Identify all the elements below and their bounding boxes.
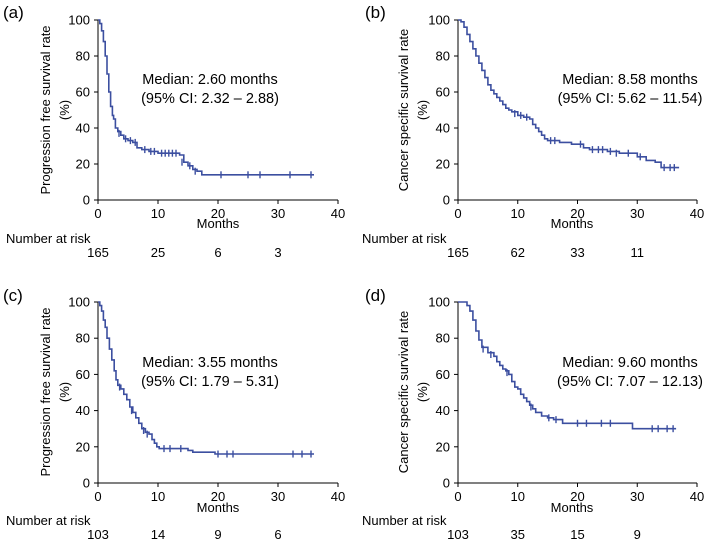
- y-axis-unit: (%): [57, 382, 72, 402]
- y-tick-label: 80: [436, 331, 450, 346]
- y-axis-unit: (%): [415, 100, 430, 120]
- x-axis-label: Months: [197, 216, 240, 231]
- y-tick-label: 0: [443, 193, 450, 208]
- y-tick-label: 40: [76, 403, 90, 418]
- x-axis-label: Months: [197, 500, 240, 515]
- y-tick-label: 100: [428, 295, 450, 310]
- x-tick-label: 30: [630, 489, 644, 504]
- median-annotation: Median: 9.60 months: [562, 355, 697, 371]
- ci-annotation: (95% CI: 5.62 – 11.54): [558, 91, 703, 107]
- y-tick-label: 80: [436, 49, 450, 64]
- risk-table-title: Number at risk: [362, 513, 447, 528]
- x-tick-label: 20: [570, 206, 584, 221]
- x-tick-label: 10: [511, 206, 525, 221]
- risk-count: 9: [634, 527, 641, 542]
- y-tick-label: 80: [76, 331, 90, 346]
- risk-table-title: Number at risk: [362, 231, 447, 246]
- risk-count: 11: [631, 245, 645, 260]
- risk-count: 6: [214, 245, 221, 260]
- x-tick-label: 30: [630, 206, 644, 221]
- panel-d: (d) 0 20 40 60 80 100 0 10 20 30 40 Months Cancer spe…: [362, 286, 704, 542]
- survival-curve: [458, 301, 677, 430]
- median-annotation: Median: 3.55 months: [142, 355, 277, 371]
- x-tick-label: 20: [211, 206, 225, 221]
- ci-annotation: (95% CI: 7.07 – 12.13): [557, 374, 703, 390]
- y-axis-label: Progression free survival rate: [38, 25, 53, 194]
- y-tick-label: 20: [436, 157, 450, 172]
- x-tick-label: 40: [331, 206, 345, 221]
- x-tick-label: 0: [94, 489, 101, 504]
- panel-label: (b): [365, 3, 386, 22]
- y-tick-label: 40: [436, 403, 450, 418]
- risk-count: 33: [570, 245, 584, 260]
- y-tick-label: 0: [443, 476, 450, 491]
- y-tick-label: 60: [436, 85, 450, 100]
- x-axis-label: Months: [551, 216, 594, 231]
- risk-count: 165: [87, 245, 109, 260]
- panel-label: (c): [3, 286, 23, 305]
- x-tick-label: 20: [211, 489, 225, 504]
- median-annotation: Median: 2.60 months: [142, 72, 277, 88]
- risk-table-title: Number at risk: [6, 513, 91, 528]
- x-tick-label: 10: [151, 489, 165, 504]
- y-axis-label: Cancer specific survival rate: [396, 311, 411, 474]
- x-tick-label: 30: [271, 489, 285, 504]
- panel-b: (b) 0 20 40 60 80 100 0 10 20 30 40 Months Cancer spe…: [362, 3, 704, 260]
- x-tick-label: 20: [570, 489, 584, 504]
- y-tick-label: 100: [68, 13, 90, 28]
- y-axis-unit: (%): [57, 100, 72, 120]
- y-tick-label: 60: [436, 367, 450, 382]
- risk-count: 14: [151, 527, 165, 542]
- risk-count: 35: [511, 527, 525, 542]
- y-tick-label: 100: [428, 13, 450, 28]
- x-tick-label: 40: [690, 206, 704, 221]
- y-tick-label: 40: [436, 121, 450, 136]
- risk-count: 15: [570, 527, 584, 542]
- median-annotation: Median: 8.58 months: [562, 72, 697, 88]
- y-axis-label: Progression free survival rate: [38, 307, 53, 476]
- x-tick-label: 10: [151, 206, 165, 221]
- survival-curve: [98, 301, 314, 455]
- x-tick-label: 10: [511, 489, 525, 504]
- y-axis-label: Cancer specific survival rate: [396, 29, 411, 192]
- risk-count: 3: [274, 245, 281, 260]
- y-tick-label: 20: [76, 439, 90, 454]
- ci-annotation: (95% CI: 1.79 – 5.31): [141, 374, 279, 390]
- risk-count: 6: [274, 527, 281, 542]
- x-tick-label: 0: [94, 206, 101, 221]
- risk-table-title: Number at risk: [6, 231, 91, 246]
- x-tick-label: 40: [331, 489, 345, 504]
- y-tick-label: 20: [436, 439, 450, 454]
- risk-count: 165: [447, 245, 469, 260]
- risk-count: 103: [447, 527, 469, 542]
- y-tick-label: 0: [83, 193, 90, 208]
- y-axis-unit: (%): [415, 382, 430, 402]
- y-tick-label: 40: [76, 121, 90, 136]
- x-tick-label: 40: [690, 489, 704, 504]
- panel-a: (a) 0 20 40 60 80 100 0 10 20 30 40 Months Progressio…: [3, 3, 345, 260]
- y-tick-label: 60: [76, 85, 90, 100]
- risk-count: 25: [151, 245, 165, 260]
- risk-count: 9: [214, 527, 221, 542]
- survival-curve: [98, 19, 314, 176]
- x-tick-label: 0: [454, 206, 461, 221]
- x-tick-label: 30: [271, 206, 285, 221]
- ci-annotation: (95% CI: 2.32 – 2.88): [141, 91, 279, 107]
- risk-count: 103: [87, 527, 109, 542]
- y-tick-label: 100: [68, 295, 90, 310]
- y-tick-label: 80: [76, 49, 90, 64]
- x-axis-label: Months: [551, 500, 594, 515]
- y-tick-label: 20: [76, 157, 90, 172]
- x-tick-label: 0: [454, 489, 461, 504]
- risk-count: 62: [511, 245, 525, 260]
- y-tick-label: 0: [83, 476, 90, 491]
- panel-label: (a): [3, 3, 24, 22]
- panel-c: (c) 0 20 40 60 80 100 0 10 20 30 40 Months Progressio…: [3, 286, 345, 542]
- y-tick-label: 60: [76, 367, 90, 382]
- panel-label: (d): [365, 286, 386, 305]
